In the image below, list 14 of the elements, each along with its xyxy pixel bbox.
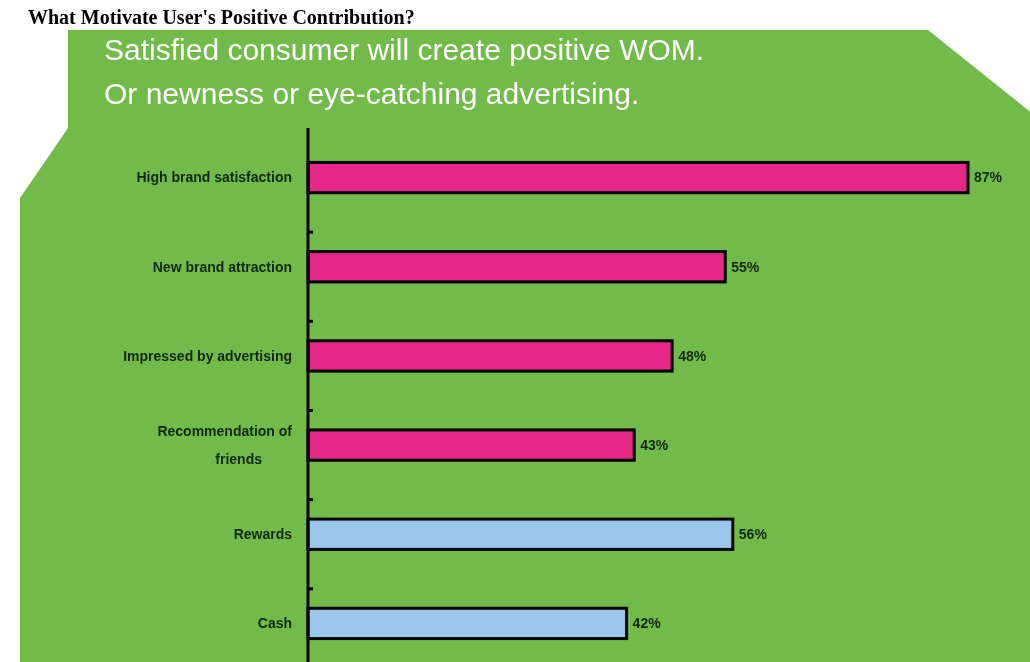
- data-label: 87%: [974, 169, 1003, 186]
- data-label: 48%: [678, 347, 707, 364]
- data-label: 56%: [738, 526, 768, 543]
- y-tick-label: Recommendation of friends: [157, 422, 293, 467]
- chart-subtitle: Satisfied consumer will create positive WOM. Or newness or eye-catching advertising.: [104, 33, 705, 110]
- data-label: 43%: [640, 436, 669, 453]
- y-tick-label: Rewards: [233, 526, 293, 543]
- y-tick-label: New brand attraction: [152, 258, 292, 275]
- data-label: 42%: [632, 615, 662, 632]
- y-tick-label: High brand satisfaction: [136, 169, 292, 186]
- y-tick-label: Impressed by advertising: [123, 347, 292, 364]
- y-tick-label: Cash: [257, 615, 292, 632]
- chart-title: What Motivate User's Positive Contribution?: [28, 6, 415, 28]
- data-label: 55%: [731, 258, 760, 275]
